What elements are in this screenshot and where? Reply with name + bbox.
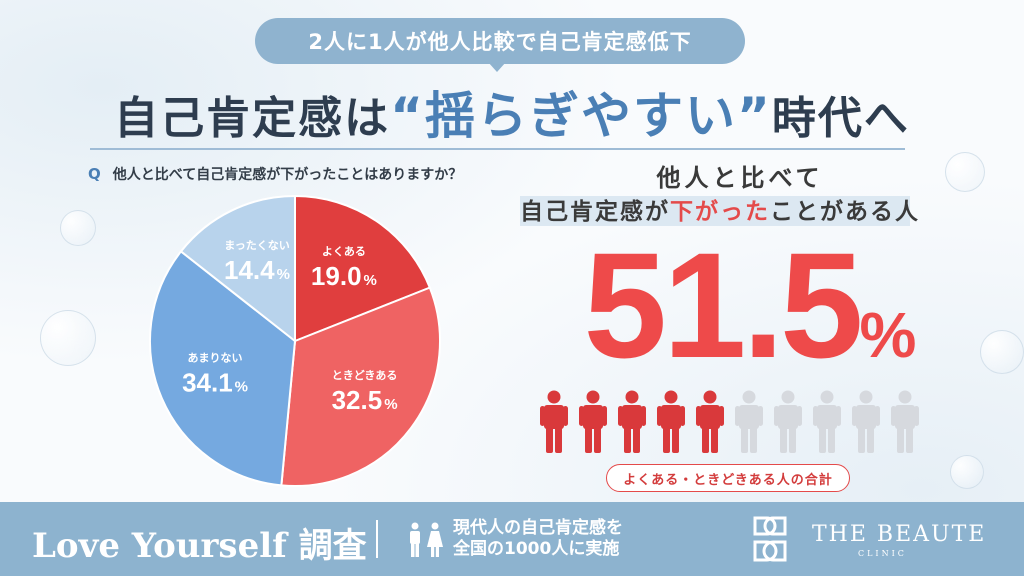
person-icon [891, 390, 919, 453]
question-mark: Q [88, 165, 101, 183]
footer-divider [376, 520, 378, 558]
title-close-quote: ” [737, 87, 772, 145]
person-icon [852, 390, 880, 453]
footer-description: 現代人の自己肯定感を 全国の1000人に実施 [453, 518, 623, 560]
summary-heading-line2: 自己肯定感が下がったことがある人 [520, 192, 920, 226]
pie-slice-value: 32.5% [332, 385, 398, 415]
pie-slice-label: あまりない [188, 351, 243, 364]
person-icon [813, 390, 841, 453]
summary-heading-pre: 自己肯定感が [520, 199, 670, 225]
person-icon [735, 390, 763, 453]
people-pictogram [540, 390, 919, 453]
decor-bubble [945, 152, 985, 192]
pie-chart: よくある 19.0 % ときどきある 32.5 % あまりない 34.1 % まったくない 14.4… [149, 194, 441, 487]
pie-slice-value: 14.4% [224, 255, 290, 285]
decor-bubble [980, 330, 1024, 374]
decor-bubble [60, 210, 96, 246]
pie-slice [294, 194, 432, 343]
title-part1: 自己肯定感は [114, 93, 391, 144]
brand-subtitle: CLINIC [858, 549, 907, 558]
person-icon [774, 390, 802, 453]
title-highlight: 揺らぎやすい [425, 87, 737, 145]
summary-heading-post: ことがある人 [770, 199, 920, 225]
pie-slice-label: よくある [322, 245, 366, 258]
footer-description-line2: 全国の1000人に実施 [453, 539, 620, 559]
page-title: 自己肯定感は“揺らぎやすい”時代へ [0, 76, 1024, 148]
person-icon [540, 390, 568, 453]
footer-description-line1: 現代人の自己肯定感を [453, 518, 623, 538]
man-woman-icon [410, 522, 443, 557]
survey-question: Q 他人と比べて自己肯定感が下がったことはありますか？ [88, 164, 462, 184]
pie-slice [280, 286, 441, 487]
pie-slice [179, 194, 296, 344]
person-icon [579, 390, 607, 453]
summary-note-pill: よくある・ときどきある人の合計 [606, 464, 850, 492]
big-percentage: 51.5% [580, 230, 920, 380]
survey-title: Love Yourself 調査 [32, 526, 367, 566]
summary-heading-line1: 他人と比べて [656, 164, 824, 192]
footer-bar: Love Yourself 調査 現代人の自己肯定感を 全国の1000人に実施 … [0, 502, 1024, 576]
clinic-logo-icon [753, 516, 787, 562]
decor-bubble [950, 455, 984, 489]
pie-slice-value: 19.0% [311, 261, 377, 291]
summary-heading-red: 下がった [670, 199, 770, 225]
person-icon [657, 390, 685, 453]
decor-bubble [40, 310, 96, 366]
title-underline [90, 148, 905, 150]
title-open-quote: “ [390, 87, 425, 145]
brand-name: THE BEAUTE [812, 522, 987, 547]
title-part2: 時代へ [771, 93, 910, 144]
pie-slice-label: まったくない [224, 239, 290, 252]
person-icon [618, 390, 646, 453]
subtitle-pill: 2人に1人が他人比較で自己肯定感低下 [255, 18, 745, 64]
subtitle-pill-tail [488, 62, 506, 72]
summary-heading-band [520, 196, 910, 226]
person-icon [696, 390, 724, 453]
question-text: 他人と比べて自己肯定感が下がったことはありますか？ [112, 167, 463, 183]
pie-slice-label: ときどきある [332, 369, 398, 382]
pie-slice-value: 34.1% [182, 367, 248, 397]
big-percentage-unit: % [859, 299, 917, 371]
pie-slice [149, 250, 297, 487]
big-percentage-value: 51.5 [583, 221, 864, 389]
